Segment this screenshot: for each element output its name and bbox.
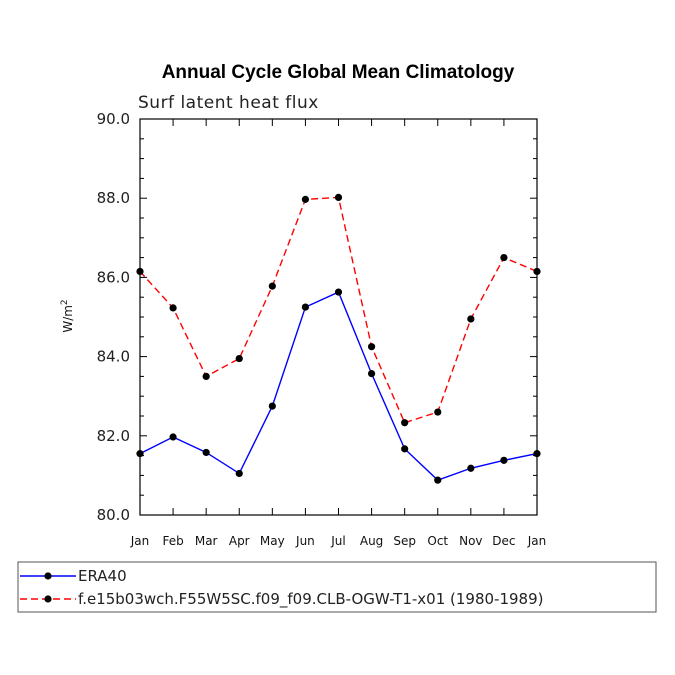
- data-point-series-2: [434, 408, 442, 416]
- series-line-2: [139, 196, 538, 424]
- data-point-series-2: [401, 419, 409, 427]
- x-tick-label: Oct: [427, 534, 448, 548]
- legend-label: ERA40: [78, 567, 127, 585]
- data-point-series-2: [169, 304, 177, 312]
- data-point-series-2: [467, 315, 475, 323]
- data-point-series-1: [268, 402, 276, 410]
- data-point-series-1: [500, 456, 508, 464]
- data-point-series-1: [202, 448, 210, 457]
- x-tick-label: Jun: [295, 534, 315, 548]
- data-point-series-2: [235, 354, 243, 363]
- y-tick-label: 86.0: [97, 268, 130, 286]
- y-tick-label: 80.0: [97, 506, 130, 524]
- data-point-series-1: [169, 433, 177, 441]
- y-axis-label: W/m2: [60, 299, 75, 332]
- chart-title: Annual Cycle Global Mean Climatology: [162, 62, 515, 83]
- data-point-series-2: [136, 267, 144, 276]
- legend-swatch-marker: [44, 595, 52, 603]
- x-tick-label: Apr: [229, 534, 250, 548]
- y-axis-label-superscript: 2: [60, 299, 70, 305]
- x-tick-label: Feb: [162, 534, 183, 548]
- x-tick-label: Jan: [527, 534, 547, 548]
- data-point-series-1: [434, 476, 442, 484]
- y-tick-label: 82.0: [97, 427, 130, 445]
- data-point-series-1: [533, 450, 541, 458]
- data-point-series-2: [301, 195, 310, 203]
- x-tick-label: Sep: [393, 534, 416, 548]
- plot-area: 80.0 82.0 84.0 86.0 88.0 90.0 Jan Feb Mar Apr May J…: [97, 110, 547, 548]
- x-tick-label: May: [260, 534, 285, 548]
- legend-swatch-marker: [44, 572, 52, 580]
- data-point-series-1: [401, 445, 409, 453]
- y-tick-label: 84.0: [97, 348, 130, 366]
- x-tick-label: Mar: [195, 534, 218, 548]
- legend-label: f.e15b03wch.F55W5SC.f09_f09.CLB-OGW-T1-x…: [78, 590, 543, 609]
- data-point-series-2: [367, 343, 376, 351]
- data-point-series-1: [467, 464, 475, 472]
- legend-box: [17, 561, 657, 613]
- chart-subtitle: Surf latent heat flux: [138, 93, 319, 113]
- data-point-series-1: [136, 450, 144, 458]
- x-tick-label: Jan: [130, 534, 150, 548]
- y-tick-label: 90.0: [97, 110, 130, 128]
- data-point-series-2: [268, 282, 276, 290]
- data-point-series-2: [202, 372, 210, 380]
- data-point-series-1: [334, 288, 343, 296]
- series-line-1: [139, 291, 538, 481]
- data-point-series-2: [500, 254, 508, 262]
- x-tick-label: Jul: [330, 534, 345, 548]
- plot-frame: [139, 118, 538, 516]
- data-point-series-1: [367, 370, 376, 378]
- data-point-series-1: [235, 469, 243, 478]
- data-point-series-2: [334, 193, 343, 202]
- data-point-series-2: [533, 267, 541, 276]
- y-axis-label-unit: W/m: [61, 305, 75, 333]
- x-tick-label: Nov: [459, 534, 482, 548]
- x-tick-label: Dec: [492, 534, 515, 548]
- legend: ERA40 f.e15b03wch.F55W5SC.f09_f09.CLB-OGW…: [17, 561, 657, 613]
- y-tick-label: 88.0: [97, 189, 130, 207]
- data-point-series-1: [301, 303, 310, 311]
- x-tick-label: Aug: [360, 534, 383, 548]
